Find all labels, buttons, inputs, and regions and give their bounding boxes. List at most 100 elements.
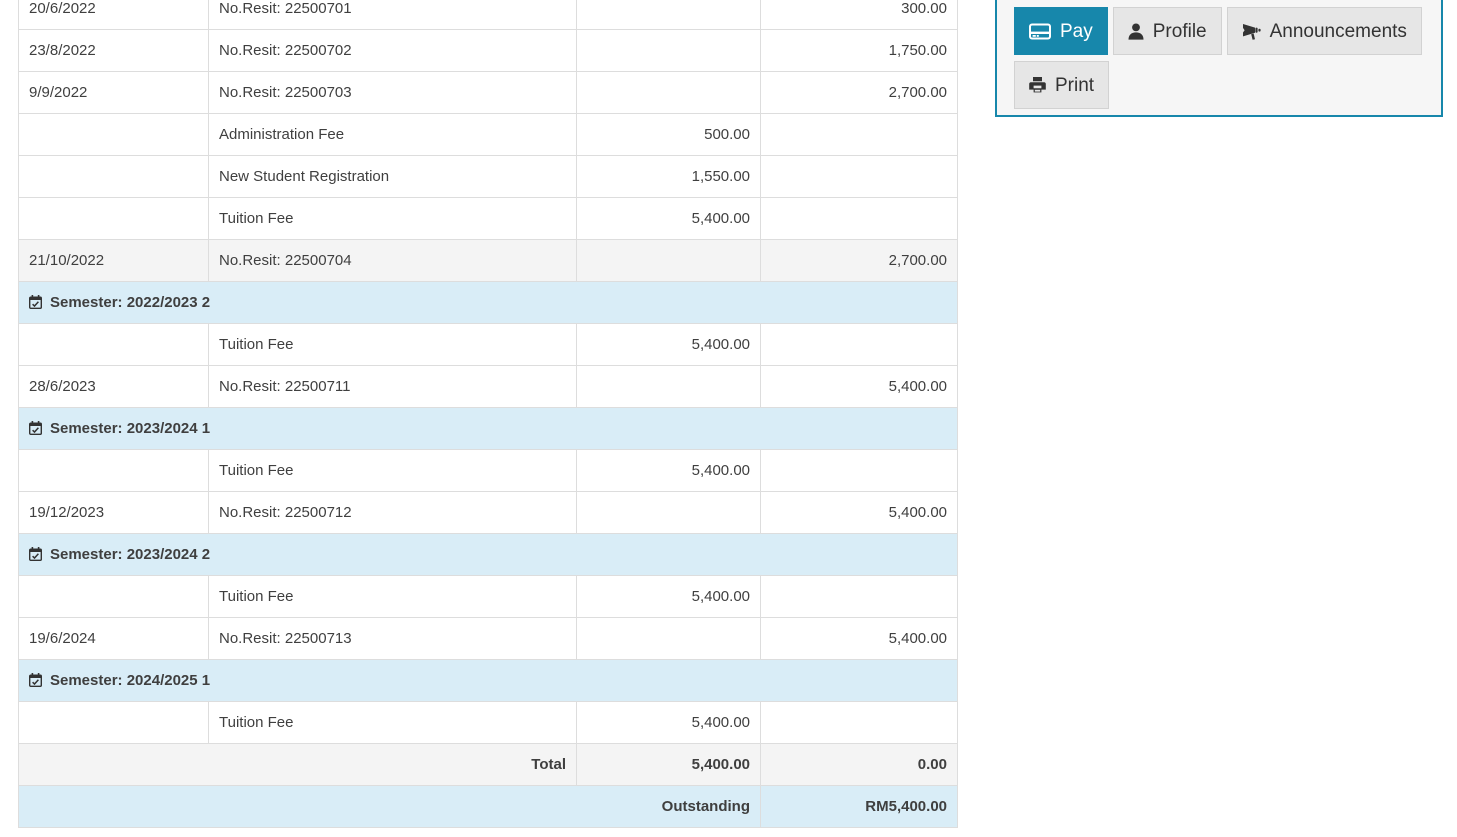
description-cell: Tuition Fee <box>208 449 577 492</box>
payment-cell: 2,700.00 <box>760 71 958 114</box>
announcements-button[interactable]: Announcements <box>1226 7 1422 55</box>
description-cell: New Student Registration <box>208 155 577 198</box>
description-cell: No.Resit: 22500711 <box>208 365 577 408</box>
calendar-check-icon <box>29 295 42 309</box>
charge-cell <box>576 29 761 72</box>
fees-statement-table-body: 20/6/2022 No.Resit: 22500701 300.00 23/8/20… <box>18 0 958 828</box>
payment-cell <box>760 113 958 156</box>
description-cell: No.Resit: 22500713 <box>208 617 577 660</box>
date-cell <box>18 701 209 744</box>
description-cell: No.Resit: 22500704 <box>208 239 577 282</box>
semester-header-row: Semester: 2024/2025 1 <box>18 659 958 702</box>
pay-button[interactable]: Pay <box>1014 7 1108 55</box>
semester-header-row: Semester: 2023/2024 2 <box>18 533 958 576</box>
statement-row: 21/10/2022 No.Resit: 22500704 2,700.00 <box>18 239 958 282</box>
payment-cell <box>760 575 958 618</box>
statement-row: 28/6/2023 No.Resit: 22500711 5,400.00 <box>18 365 958 408</box>
payment-cell <box>760 449 958 492</box>
actions-button-row: Pay Profile Announcements Print <box>1014 7 1433 115</box>
button-label: Print <box>1055 74 1095 96</box>
payment-cell <box>760 197 958 240</box>
payment-cell: 300.00 <box>760 0 958 30</box>
description-cell: Administration Fee <box>208 113 577 156</box>
statement-row: 19/6/2024 No.Resit: 22500713 5,400.00 <box>18 617 958 660</box>
description-cell: Tuition Fee <box>208 575 577 618</box>
date-cell: 19/12/2023 <box>18 491 209 534</box>
payment-cell <box>760 701 958 744</box>
charge-cell <box>576 491 761 534</box>
date-cell: 21/10/2022 <box>18 239 209 282</box>
credit-card-icon <box>1029 23 1051 40</box>
statement-row: 9/9/2022 No.Resit: 22500703 2,700.00 <box>18 71 958 114</box>
total-payment-cell: 0.00 <box>760 743 958 786</box>
charge-cell: 1,550.00 <box>576 155 761 198</box>
charge-cell: 500.00 <box>576 113 761 156</box>
date-cell: 23/8/2022 <box>18 29 209 72</box>
charge-cell: 5,400.00 <box>576 323 761 366</box>
print-button[interactable]: Print <box>1014 61 1110 109</box>
charge-cell: 5,400.00 <box>576 449 761 492</box>
statement-row: New Student Registration 1,550.00 <box>18 155 958 198</box>
statement-row: 19/12/2023 No.Resit: 22500712 5,400.00 <box>18 491 958 534</box>
charge-cell: 5,400.00 <box>576 575 761 618</box>
payment-cell <box>760 323 958 366</box>
semester-header-cell: Semester: 2023/2024 1 <box>18 407 958 450</box>
description-cell: No.Resit: 22500701 <box>208 0 577 30</box>
date-cell <box>18 449 209 492</box>
calendar-check-icon <box>29 673 42 687</box>
button-label: Profile <box>1152 20 1207 42</box>
bullhorn-icon <box>1242 23 1261 40</box>
print-icon <box>1029 77 1046 93</box>
date-cell <box>18 155 209 198</box>
description-cell: No.Resit: 22500702 <box>208 29 577 72</box>
description-cell: Tuition Fee <box>208 323 577 366</box>
fees-statement-table: 20/6/2022 No.Resit: 22500701 300.00 23/8/20… <box>18 0 958 828</box>
payment-cell: 1,750.00 <box>760 29 958 72</box>
semester-label: Semester: 2023/2024 2 <box>50 546 211 563</box>
date-cell <box>18 113 209 156</box>
description-cell: Tuition Fee <box>208 701 577 744</box>
semester-header-cell: Semester: 2023/2024 2 <box>18 533 958 576</box>
outstanding-amount-cell: RM5,400.00 <box>760 785 958 828</box>
statement-row: Tuition Fee 5,400.00 <box>18 449 958 492</box>
payment-cell <box>760 155 958 198</box>
semester-header-row: Semester: 2023/2024 1 <box>18 407 958 450</box>
total-label-cell: Total <box>18 743 577 786</box>
payment-cell: 5,400.00 <box>760 365 958 408</box>
charge-cell: 5,400.00 <box>576 701 761 744</box>
charge-cell <box>576 0 761 30</box>
statement-row: Tuition Fee 5,400.00 <box>18 197 958 240</box>
payment-cell: 5,400.00 <box>760 617 958 660</box>
charge-cell <box>576 365 761 408</box>
date-cell: 20/6/2022 <box>18 0 209 30</box>
statement-row: Administration Fee 500.00 <box>18 113 958 156</box>
semester-header-cell: Semester: 2022/2023 2 <box>18 281 958 324</box>
semester-label: Semester: 2023/2024 1 <box>50 420 211 437</box>
charge-cell <box>576 71 761 114</box>
statement-row: Tuition Fee 5,400.00 <box>18 323 958 366</box>
date-cell: 9/9/2022 <box>18 71 209 114</box>
semester-header-cell: Semester: 2024/2025 1 <box>18 659 958 702</box>
description-cell: No.Resit: 22500712 <box>208 491 577 534</box>
charge-cell <box>576 617 761 660</box>
total-charge-cell: 5,400.00 <box>576 743 761 786</box>
description-cell: No.Resit: 22500703 <box>208 71 577 114</box>
calendar-check-icon <box>29 421 42 435</box>
fees-statement-table-wrap: 20/6/2022 No.Resit: 22500701 300.00 23/8/20… <box>18 0 958 828</box>
charge-cell <box>576 239 761 282</box>
button-label: Announcements <box>1269 20 1407 42</box>
statement-row: 23/8/2022 No.Resit: 22500702 1,750.00 <box>18 29 958 72</box>
statement-row: 20/6/2022 No.Resit: 22500701 300.00 <box>18 0 958 30</box>
outstanding-row: Outstanding RM5,400.00 <box>18 785 958 828</box>
calendar-check-icon <box>29 547 42 561</box>
semester-label: Semester: 2024/2025 1 <box>50 672 211 689</box>
date-cell <box>18 323 209 366</box>
button-label: Pay <box>1060 20 1093 42</box>
profile-button[interactable]: Profile <box>1112 7 1222 55</box>
semester-header-row: Semester: 2022/2023 2 <box>18 281 958 324</box>
date-cell <box>18 575 209 618</box>
date-cell: 19/6/2024 <box>18 617 209 660</box>
charge-cell: 5,400.00 <box>576 197 761 240</box>
actions-panel: Pay Profile Announcements Print <box>995 0 1443 117</box>
